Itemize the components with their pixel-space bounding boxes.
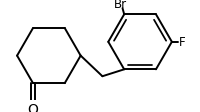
Text: O: O [28,102,38,112]
Text: Br: Br [114,0,127,11]
Text: F: F [179,36,186,49]
